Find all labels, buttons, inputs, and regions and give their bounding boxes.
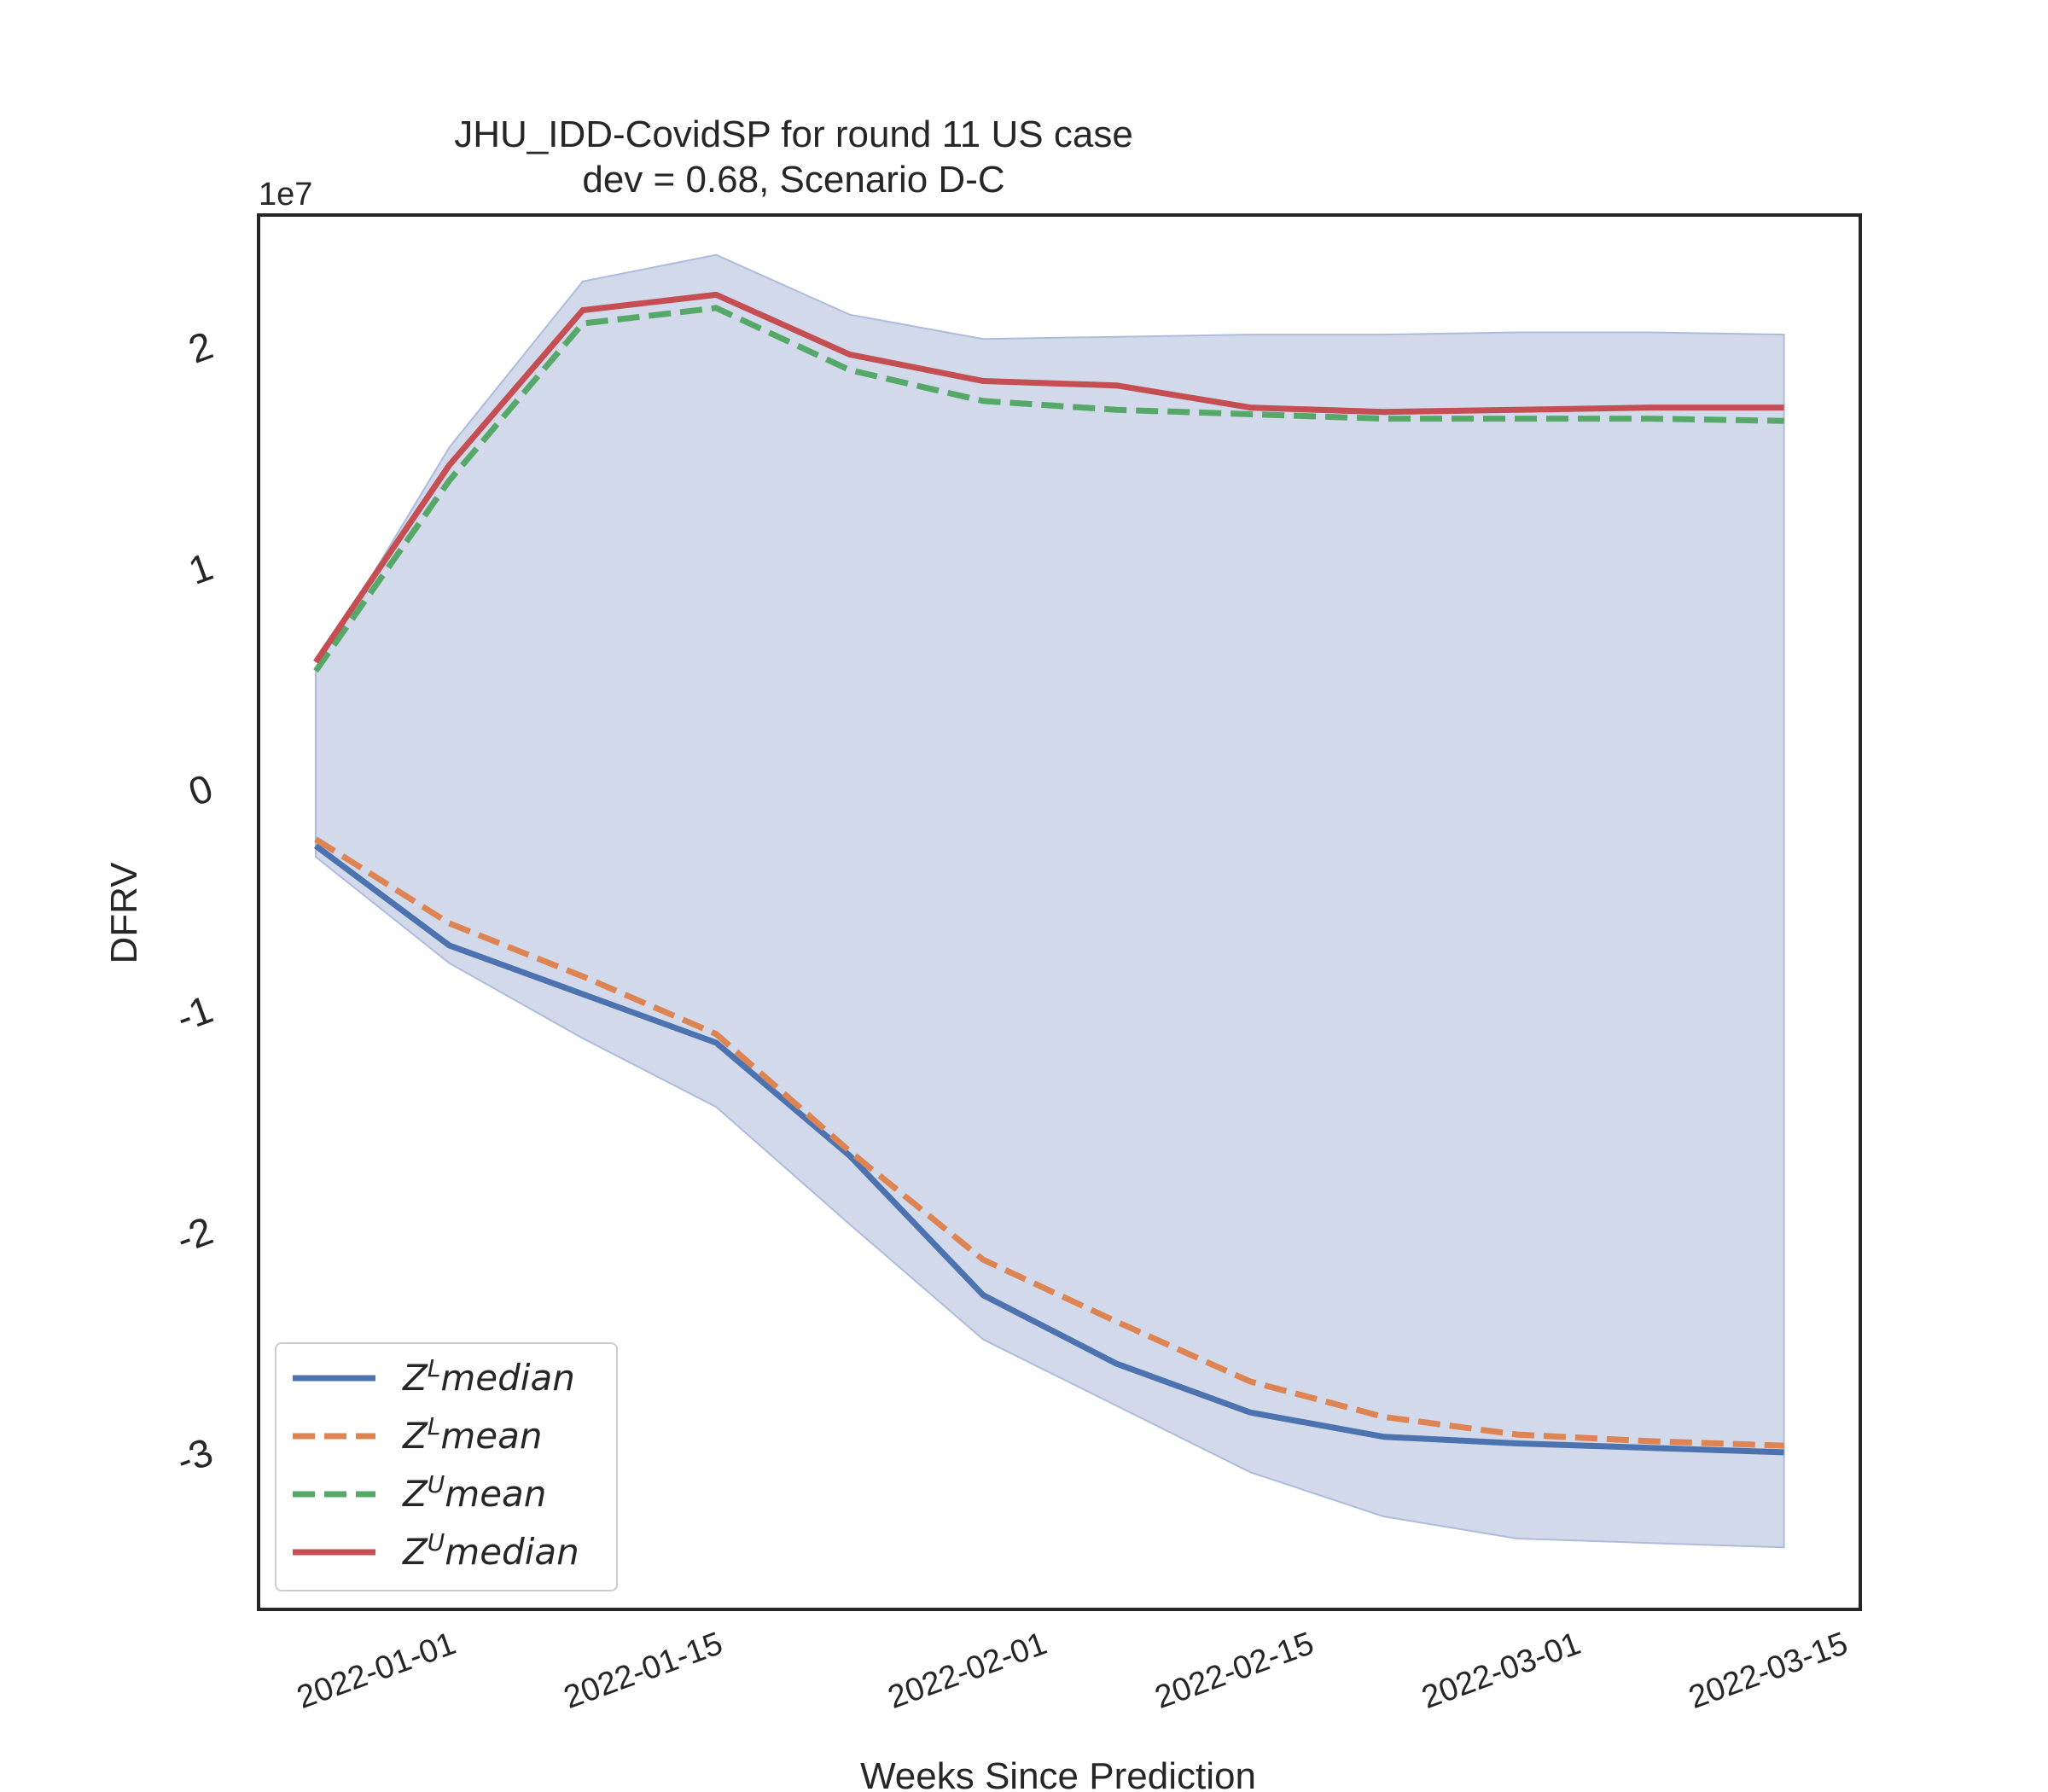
series-line-1: [314, 836, 1784, 1449]
legend: ZLmedian ZLmean ZUmean ZUmedian: [275, 1342, 618, 1591]
legend-label-2: ZUmean: [402, 1470, 546, 1515]
legend-frame: [275, 1342, 618, 1591]
y-axis-label: DFRV: [103, 862, 145, 964]
plot-frame: [257, 213, 1862, 1611]
legend-label-1: ZLmean: [402, 1412, 543, 1457]
series-line-0: [313, 843, 1784, 1456]
y-offset-label: 1e7: [259, 177, 312, 212]
series-line-3: [313, 291, 1784, 664]
chart-subtitle: dev = 0.68, Scenario D-C: [582, 159, 1004, 201]
x-axis-label: Weeks Since Prediction: [860, 1755, 1256, 1792]
legend-label-3: ZUmedian: [402, 1528, 579, 1573]
chart-title: JHU_IDD-CovidSP for round 11 US case: [454, 113, 1133, 155]
legend-label-0: ZLmedian: [402, 1354, 575, 1399]
series-line-2: [313, 305, 1784, 673]
confidence-band: [315, 253, 1785, 1549]
